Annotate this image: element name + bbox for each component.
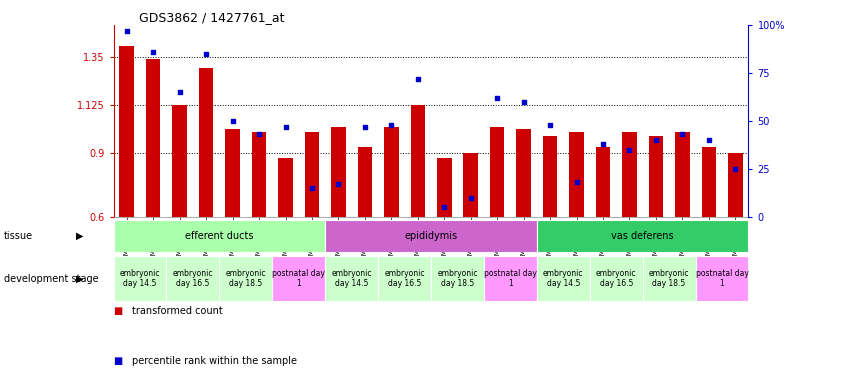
Text: percentile rank within the sample: percentile rank within the sample	[132, 356, 297, 366]
Point	[517, 99, 531, 105]
Text: efferent ducts: efferent ducts	[185, 231, 254, 241]
Point	[384, 122, 398, 128]
Bar	[622, 132, 637, 217]
Point	[437, 204, 451, 210]
Text: ■: ■	[114, 306, 123, 316]
Text: embryonic
day 16.5: embryonic day 16.5	[172, 269, 213, 288]
Bar	[595, 147, 611, 217]
Bar	[278, 158, 293, 217]
Point	[596, 141, 610, 147]
Point	[120, 28, 134, 34]
Point	[728, 166, 742, 172]
Point	[702, 137, 716, 143]
Text: tissue: tissue	[4, 231, 34, 241]
Bar	[114, 256, 167, 301]
Point	[331, 181, 345, 187]
Point	[622, 147, 636, 153]
Bar	[167, 256, 220, 301]
Text: postnatal day
1: postnatal day 1	[272, 269, 325, 288]
Text: embryonic
day 14.5: embryonic day 14.5	[331, 269, 372, 288]
Bar	[484, 256, 537, 301]
Point	[490, 95, 504, 101]
Point	[675, 131, 689, 137]
Bar	[325, 256, 378, 301]
Point	[226, 118, 240, 124]
Text: transformed count: transformed count	[132, 306, 223, 316]
Bar	[437, 158, 452, 217]
Bar	[728, 153, 743, 217]
Bar	[537, 256, 590, 301]
Bar	[220, 256, 272, 301]
Point	[278, 124, 292, 130]
Point	[305, 185, 319, 191]
Text: epididymis: epididymis	[405, 231, 458, 241]
Point	[570, 179, 584, 185]
Bar	[172, 105, 187, 217]
Bar	[542, 136, 558, 217]
Bar	[146, 59, 161, 217]
Bar	[325, 220, 537, 252]
Bar	[590, 256, 643, 301]
Text: embryonic
day 18.5: embryonic day 18.5	[649, 269, 690, 288]
Bar	[251, 132, 267, 217]
Text: GDS3862 / 1427761_at: GDS3862 / 1427761_at	[139, 11, 284, 24]
Bar	[675, 132, 690, 217]
Text: ▶: ▶	[77, 231, 83, 241]
Text: postnatal day
1: postnatal day 1	[484, 269, 537, 288]
Text: ■: ■	[114, 356, 123, 366]
Bar	[701, 147, 716, 217]
Text: embryonic
day 16.5: embryonic day 16.5	[384, 269, 425, 288]
Bar	[225, 129, 240, 217]
Text: ▶: ▶	[77, 274, 83, 284]
Bar	[304, 132, 320, 217]
Bar	[357, 147, 373, 217]
Bar	[569, 132, 584, 217]
Point	[543, 122, 557, 128]
Bar	[537, 220, 748, 252]
Bar	[384, 127, 399, 217]
Bar	[114, 220, 325, 252]
Bar	[378, 256, 431, 301]
Point	[464, 195, 478, 201]
Bar	[331, 127, 346, 217]
Bar	[696, 256, 748, 301]
Text: embryonic
day 16.5: embryonic day 16.5	[596, 269, 637, 288]
Bar	[431, 256, 484, 301]
Bar	[198, 68, 214, 217]
Text: embryonic
day 14.5: embryonic day 14.5	[543, 269, 584, 288]
Bar	[643, 256, 696, 301]
Point	[358, 124, 372, 130]
Text: embryonic
day 14.5: embryonic day 14.5	[119, 269, 161, 288]
Point	[199, 51, 213, 57]
Point	[252, 131, 266, 137]
Bar	[516, 129, 531, 217]
Point	[173, 89, 187, 95]
Bar	[489, 127, 505, 217]
Text: embryonic
day 18.5: embryonic day 18.5	[225, 269, 266, 288]
Point	[411, 76, 425, 82]
Bar	[648, 136, 664, 217]
Text: vas deferens: vas deferens	[611, 231, 674, 241]
Point	[146, 49, 160, 55]
Bar	[463, 153, 478, 217]
Point	[649, 137, 663, 143]
Text: embryonic
day 18.5: embryonic day 18.5	[437, 269, 478, 288]
Bar	[119, 46, 134, 217]
Text: postnatal day
1: postnatal day 1	[696, 269, 748, 288]
Bar	[410, 105, 425, 217]
Bar	[272, 256, 325, 301]
Text: development stage: development stage	[4, 274, 99, 284]
